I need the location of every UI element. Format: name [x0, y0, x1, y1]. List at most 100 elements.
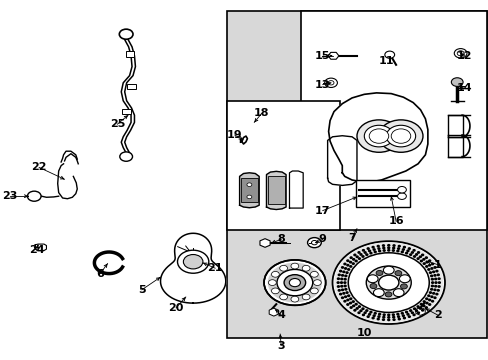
Circle shape: [390, 129, 410, 143]
Circle shape: [342, 271, 344, 273]
Circle shape: [397, 193, 406, 199]
Circle shape: [428, 292, 430, 293]
Circle shape: [365, 254, 367, 255]
Bar: [227, 101, 339, 230]
Circle shape: [432, 293, 434, 294]
Circle shape: [302, 294, 309, 300]
Circle shape: [425, 257, 427, 258]
Circle shape: [407, 316, 409, 318]
Circle shape: [410, 312, 412, 314]
Circle shape: [349, 266, 351, 267]
Circle shape: [359, 310, 361, 311]
Bar: [447, 135, 462, 157]
Bar: [127, 84, 136, 89]
Circle shape: [337, 282, 339, 283]
Text: 2: 2: [433, 310, 441, 320]
Circle shape: [310, 271, 318, 277]
Circle shape: [369, 284, 376, 289]
Circle shape: [365, 310, 367, 311]
Circle shape: [369, 252, 371, 254]
Circle shape: [392, 289, 403, 297]
Polygon shape: [327, 136, 356, 185]
Polygon shape: [328, 93, 427, 182]
Circle shape: [368, 250, 370, 252]
Circle shape: [354, 260, 356, 262]
Circle shape: [406, 250, 408, 252]
Circle shape: [364, 312, 366, 314]
Circle shape: [377, 316, 379, 317]
Circle shape: [362, 314, 364, 316]
Circle shape: [357, 312, 359, 314]
Circle shape: [366, 275, 377, 283]
Circle shape: [397, 186, 406, 193]
Circle shape: [310, 288, 318, 294]
Circle shape: [358, 306, 360, 307]
Circle shape: [333, 242, 443, 323]
Circle shape: [341, 297, 343, 298]
Circle shape: [396, 314, 398, 315]
Text: 17: 17: [314, 206, 330, 216]
Circle shape: [386, 125, 415, 147]
Bar: [300, 11, 486, 230]
Circle shape: [398, 246, 400, 247]
Circle shape: [271, 271, 279, 277]
Circle shape: [398, 318, 400, 320]
Circle shape: [376, 246, 378, 247]
Circle shape: [366, 266, 410, 299]
Circle shape: [339, 293, 341, 295]
Circle shape: [430, 279, 432, 280]
Text: 25: 25: [109, 119, 125, 129]
Circle shape: [435, 270, 437, 272]
Circle shape: [347, 269, 349, 270]
Circle shape: [433, 289, 435, 291]
Circle shape: [246, 183, 251, 186]
Circle shape: [456, 51, 463, 56]
Circle shape: [436, 274, 438, 275]
Text: 5: 5: [138, 285, 145, 295]
Circle shape: [339, 270, 341, 272]
Polygon shape: [160, 233, 225, 303]
Text: 15: 15: [314, 51, 330, 61]
Circle shape: [419, 256, 421, 257]
Circle shape: [340, 285, 342, 287]
Circle shape: [413, 308, 415, 310]
Circle shape: [419, 308, 421, 309]
Bar: [227, 11, 486, 338]
Circle shape: [394, 271, 401, 276]
Circle shape: [341, 267, 343, 268]
Circle shape: [409, 254, 411, 255]
Circle shape: [392, 316, 394, 318]
Circle shape: [434, 282, 436, 283]
Circle shape: [355, 308, 357, 309]
Circle shape: [373, 289, 384, 297]
Circle shape: [279, 265, 287, 271]
Circle shape: [354, 303, 356, 305]
Circle shape: [412, 249, 414, 251]
Circle shape: [401, 312, 403, 314]
Circle shape: [358, 258, 360, 259]
Circle shape: [383, 266, 393, 274]
Text: 4: 4: [277, 310, 285, 320]
Circle shape: [417, 252, 419, 253]
Circle shape: [391, 314, 393, 315]
Circle shape: [420, 303, 422, 305]
Circle shape: [387, 247, 389, 248]
Bar: [125, 51, 134, 57]
Circle shape: [349, 298, 351, 300]
Text: 16: 16: [387, 216, 403, 226]
Circle shape: [372, 249, 374, 250]
Circle shape: [427, 269, 429, 270]
Circle shape: [352, 258, 354, 260]
Circle shape: [119, 29, 133, 39]
Text: 6: 6: [96, 269, 104, 279]
Circle shape: [313, 280, 321, 285]
Circle shape: [433, 267, 435, 268]
Circle shape: [387, 317, 389, 318]
Circle shape: [276, 269, 312, 296]
Circle shape: [431, 282, 433, 283]
Circle shape: [407, 248, 409, 249]
Circle shape: [392, 247, 394, 249]
Circle shape: [364, 125, 393, 147]
Circle shape: [425, 261, 427, 263]
Circle shape: [378, 314, 380, 315]
